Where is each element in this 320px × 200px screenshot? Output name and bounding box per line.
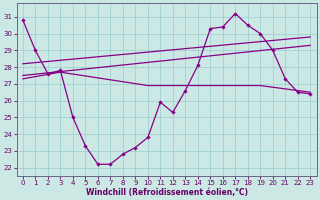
X-axis label: Windchill (Refroidissement éolien,°C): Windchill (Refroidissement éolien,°C) (85, 188, 248, 197)
